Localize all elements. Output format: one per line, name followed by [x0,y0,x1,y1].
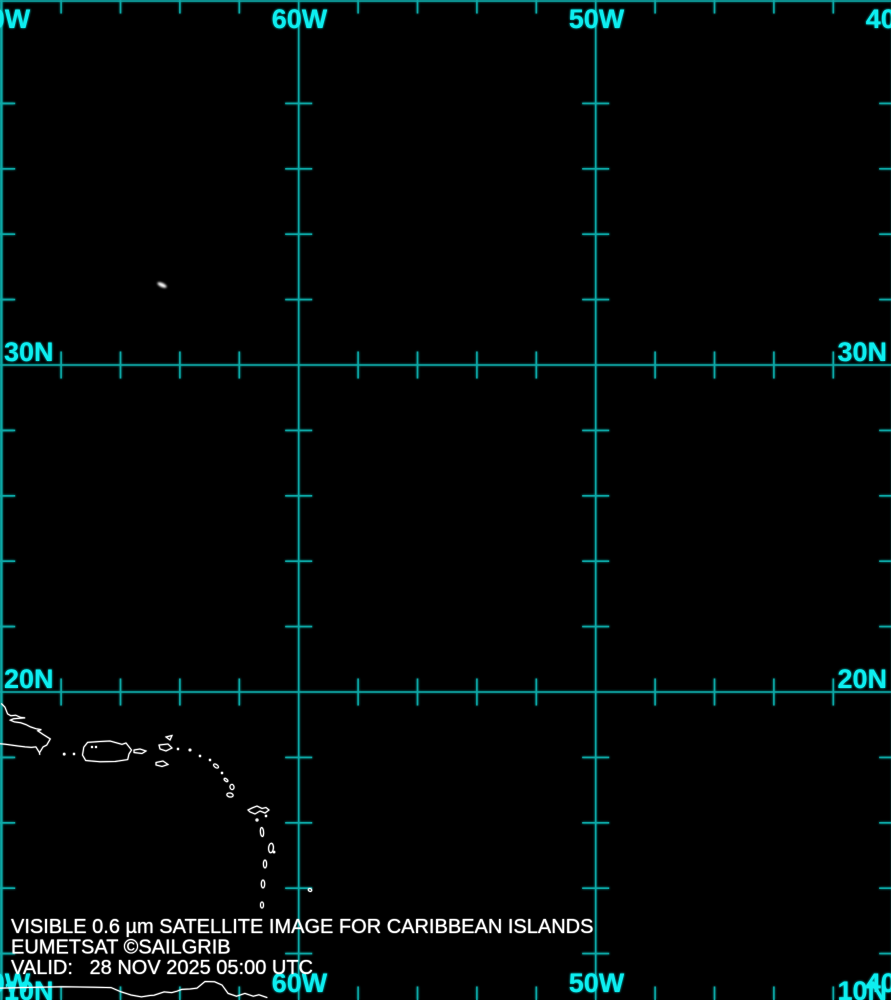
svg-text:VISIBLE 0.6 µm SATELLITE IMAGE: VISIBLE 0.6 µm SATELLITE IMAGE FOR CARIB… [11,916,593,938]
svg-text:60W: 60W [272,4,328,34]
svg-text:EUMETSAT ©SAILGRIB: EUMETSAT ©SAILGRIB [11,937,231,959]
svg-text:VALID: 28 NOV 2025 05:00 UTC: VALID: 28 NOV 2025 05:00 UTC [11,957,313,979]
svg-text:20N: 20N [837,664,887,694]
svg-text:30N: 30N [837,337,887,367]
svg-text:70W: 70W [0,4,31,34]
svg-text:50W: 50W [569,4,625,34]
svg-text:30N: 30N [4,337,54,367]
svg-text:50W: 50W [569,968,625,998]
svg-text:20N: 20N [4,664,54,694]
svg-text:40W: 40W [866,4,891,34]
svg-text:10N: 10N [837,976,887,1000]
